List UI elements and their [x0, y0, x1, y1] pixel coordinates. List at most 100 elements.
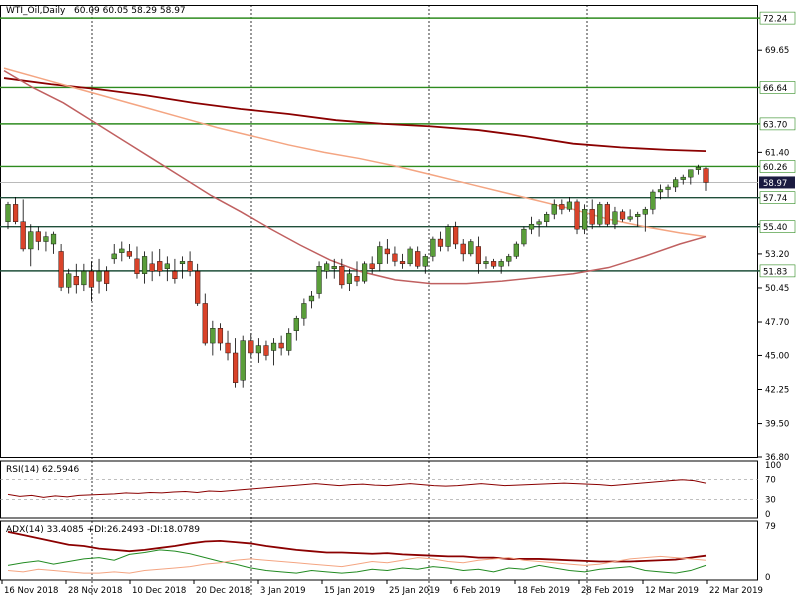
- candle: [483, 256, 489, 269]
- candle: [66, 268, 72, 294]
- level-tag: [759, 160, 796, 173]
- candle-body: [157, 261, 163, 272]
- y-tick-label: 36.80: [765, 453, 789, 463]
- candle: [225, 330, 231, 361]
- candle: [88, 261, 95, 301]
- candle-body: [187, 261, 193, 272]
- candle: [544, 211, 550, 227]
- candle-body: [392, 253, 398, 262]
- candle-body: [528, 223, 535, 230]
- candle-body: [316, 266, 322, 294]
- candle-body: [559, 204, 565, 210]
- candle-body: [240, 340, 246, 381]
- candle: [43, 231, 49, 252]
- level-tag: [759, 220, 796, 233]
- candle-body: [582, 209, 588, 230]
- candle-body: [81, 271, 87, 286]
- candle: [293, 315, 299, 341]
- candle: [308, 291, 315, 309]
- moving-average-0: [3, 77, 707, 153]
- candle-body: [301, 303, 307, 319]
- candle-body: [96, 271, 102, 282]
- candle-body: [627, 216, 633, 220]
- candle: [490, 258, 497, 269]
- candle: [453, 221, 459, 249]
- candle-body: [263, 345, 269, 356]
- candle: [415, 246, 421, 269]
- candle: [513, 241, 519, 259]
- price-chart-title: WTI_Oil,Daily: [6, 6, 66, 16]
- moving-average-2: [3, 69, 707, 285]
- candle-body: [513, 243, 519, 257]
- candle: [50, 231, 57, 254]
- candle-body: [483, 261, 489, 265]
- candle-body: [536, 221, 542, 225]
- candle: [339, 258, 345, 289]
- candle: [688, 169, 694, 185]
- candle: [703, 167, 709, 191]
- candle: [233, 338, 239, 388]
- rsi-y-tick: 0: [765, 510, 770, 520]
- moving-average-1: [3, 67, 707, 238]
- y-tick-label: 69.65: [765, 46, 789, 56]
- candle: [12, 196, 19, 225]
- x-tick-label: 20 Dec 2018: [196, 586, 250, 596]
- y-tick-label: 50.45: [765, 284, 789, 294]
- candle-body: [635, 214, 641, 217]
- candle: [612, 206, 618, 230]
- candle-body: [339, 266, 345, 286]
- candle-body: [369, 263, 375, 269]
- candle-body: [695, 167, 702, 170]
- candle: [187, 251, 193, 277]
- y-tick-label: 42.25: [765, 386, 789, 396]
- level-tag: [759, 117, 796, 131]
- candle: [164, 256, 170, 282]
- candle: [354, 261, 360, 287]
- candle: [468, 239, 474, 257]
- candle: [559, 199, 565, 215]
- candle: [536, 219, 542, 237]
- candle-body: [58, 251, 64, 288]
- x-tick-label: 12 Mar 2019: [645, 586, 699, 596]
- candle: [126, 244, 132, 259]
- rsi-line: [7, 479, 707, 498]
- candle: [566, 196, 573, 212]
- candle: [141, 251, 148, 284]
- candle-body: [73, 276, 79, 286]
- candle-body: [490, 261, 497, 267]
- candle: [73, 263, 79, 294]
- candle: [270, 338, 277, 366]
- candle: [172, 258, 178, 284]
- candle-body: [50, 233, 57, 245]
- x-tick-label: 28 Feb 2019: [581, 586, 634, 596]
- candle: [665, 184, 671, 197]
- candle: [20, 199, 26, 252]
- candle-body: [673, 179, 679, 188]
- adx-series-0: [7, 530, 707, 563]
- candle-body: [521, 228, 527, 245]
- y-tick-label: 53.20: [765, 250, 789, 260]
- candle-body: [104, 271, 110, 284]
- rsi-y-tick: 70: [765, 476, 776, 486]
- x-tick-label: 6 Feb 2019: [453, 586, 501, 596]
- candle: [430, 236, 436, 262]
- adx-series-2: [7, 555, 707, 574]
- candle-body: [399, 261, 406, 265]
- adx-panel: 79 0: [0, 520, 776, 583]
- candle-body: [278, 342, 284, 349]
- candle-body: [346, 273, 353, 284]
- candle: [506, 253, 512, 267]
- candle-body: [650, 191, 656, 210]
- x-axis: 16 Nov 2018 28 Nov 2018 10 Dec 2018 20 Dec …: [1, 580, 763, 596]
- candle-body: [210, 328, 216, 344]
- x-tick-label: 15 Jan 2019: [324, 586, 375, 596]
- x-tick-label: 18 Feb 2019: [517, 586, 570, 596]
- candle-body: [597, 204, 603, 225]
- candle-body: [43, 236, 49, 242]
- candle: [582, 204, 588, 235]
- candle-body: [164, 263, 170, 269]
- candle: [28, 224, 34, 267]
- candle-body: [703, 168, 709, 183]
- candle-body: [453, 226, 459, 245]
